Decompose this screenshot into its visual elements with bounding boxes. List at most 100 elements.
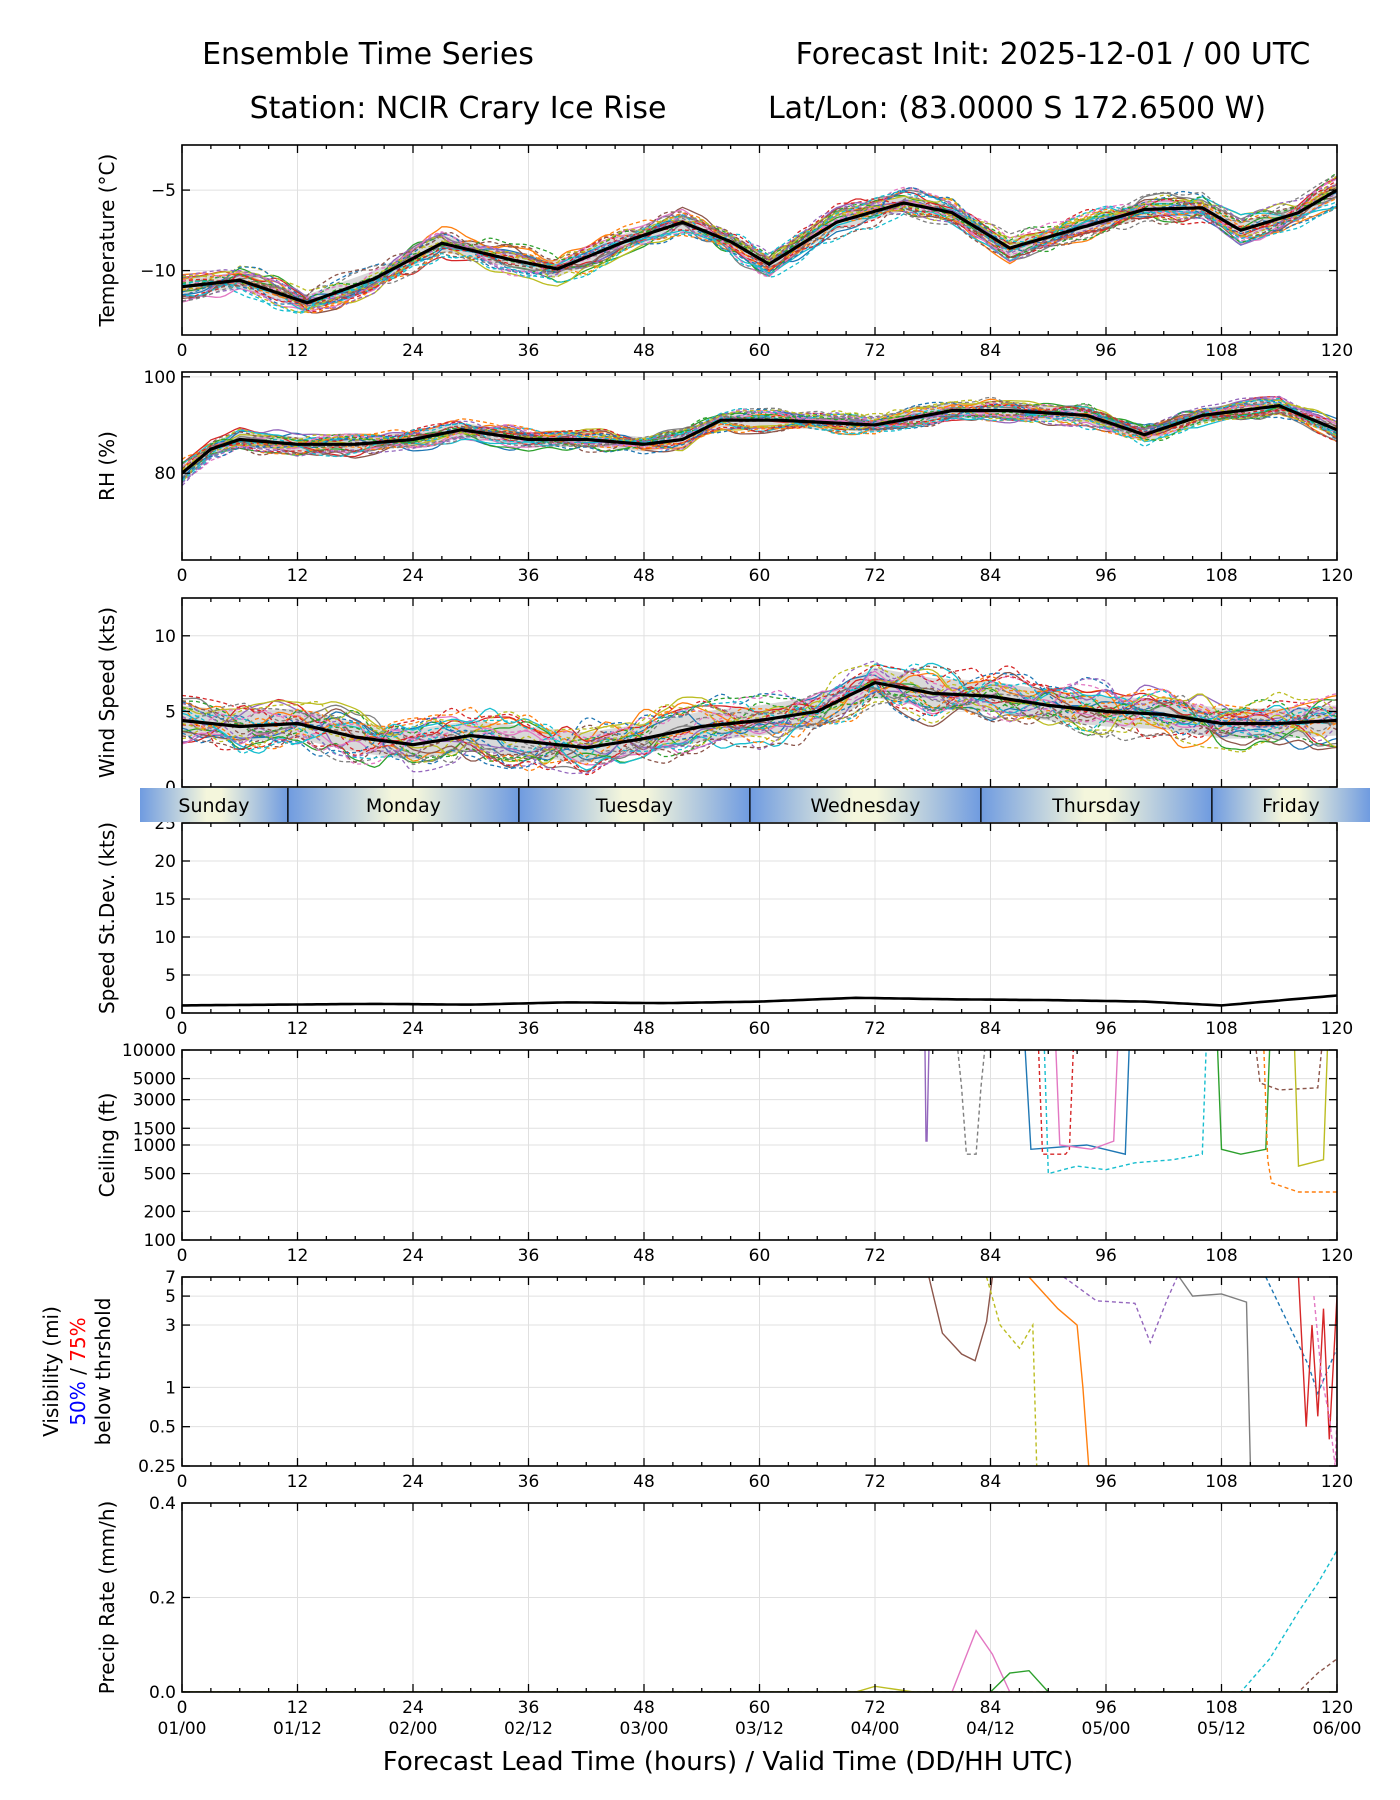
ensemble-mean-line (182, 681, 1337, 750)
y-tick-label: 15 (154, 890, 176, 910)
y-axis-label: RH (%) (95, 431, 119, 501)
day-label-monday: Monday (366, 795, 441, 817)
x-tick-label: 72 (864, 566, 886, 586)
x-tick-label: 72 (864, 1698, 886, 1718)
y-tick-label: 5 (165, 702, 176, 722)
panel-ceiling: 0 12 24 36 48 60 72 84 96 108 120 100 200 500 10001500… (95, 1041, 1353, 1266)
member-line (182, 672, 1337, 769)
x-tick-label: 36 (518, 1019, 540, 1039)
spread-band (182, 398, 1337, 481)
x-tick-label: 0 (177, 1019, 188, 1039)
y-tick-label: 5 (165, 1287, 176, 1307)
threshold-caption: below thrshold (91, 1298, 115, 1446)
x-tick-label: 108 (1205, 566, 1237, 586)
member-line (182, 670, 1337, 765)
x-tick-label: 48 (633, 1019, 655, 1039)
member-line (1043, 1050, 1207, 1175)
x-tick-label: 84 (980, 1246, 1002, 1266)
x-tick-label: 96 (1095, 1698, 1117, 1718)
x-tick-label: 108 (1205, 1019, 1237, 1039)
member-line (182, 403, 1337, 471)
y-tick-label: 200 (144, 1202, 176, 1222)
y-axis-label: Wind Speed (kts) (95, 607, 119, 778)
valid-time-label: 06/00 (1313, 1719, 1362, 1739)
day-label-tuesday: Tuesday (595, 795, 673, 817)
grid-visibility (181, 1276, 1338, 1467)
member-line (1028, 1277, 1090, 1466)
member-line (1055, 1050, 1119, 1151)
x-tick-label: 84 (980, 566, 1002, 586)
day-segment (980, 788, 1212, 822)
x-tick-label: 60 (749, 1472, 771, 1492)
grid-wind (181, 598, 1338, 788)
x-tick-label: 36 (518, 566, 540, 586)
x-tick-label: 0 (177, 566, 188, 586)
plot-area-speed_stdev (182, 994, 1337, 1007)
station-latlon: Lat/Lon: (83.0000 S 172.6500 W) (768, 91, 1266, 126)
x-tick-label: 108 (1205, 1698, 1237, 1718)
y-tick-label: 0.25 (138, 1457, 176, 1477)
y-ticks-rh: 80 100 (144, 368, 1337, 484)
y-tick-label: 100 (144, 1231, 176, 1251)
y-tick-label: 3000 (133, 1091, 176, 1111)
member-line (1178, 1277, 1252, 1466)
grid-ceiling (181, 1049, 1338, 1241)
ensemble-mean-line (182, 188, 1337, 305)
threshold-legend-part: / (66, 1362, 90, 1381)
x-tick-label: 84 (980, 1698, 1002, 1718)
member-line (182, 396, 1337, 466)
plot-area-temperature (182, 172, 1337, 314)
x-tick-label: 60 (749, 1246, 771, 1266)
member-line (182, 675, 1337, 758)
member-line (182, 667, 1337, 775)
x-tick-label: 48 (633, 566, 655, 586)
y-axis-label: Precip Rate (mm/h) (95, 1501, 119, 1695)
x-tick-label: 96 (1095, 566, 1117, 586)
x-tick-label: 48 (633, 341, 655, 361)
member-line (182, 183, 1337, 309)
y-tick-label: 10 (154, 928, 176, 948)
day-label-thursday: Thursday (1051, 795, 1140, 817)
valid-time-label: 04/12 (966, 1719, 1015, 1739)
y-tick-label: −5 (151, 181, 176, 201)
member-line (1293, 1050, 1329, 1167)
member-line (1263, 1050, 1337, 1193)
x-tick-label: 72 (864, 1472, 886, 1492)
member-line (182, 680, 1337, 764)
y-axis-label: Speed St.Dev. (kts) (95, 822, 119, 1014)
x-tick-label: 96 (1095, 1472, 1117, 1492)
day-segment (140, 788, 288, 822)
member-line (182, 1669, 1337, 1692)
threshold-legend: 50% / 75% (66, 1317, 90, 1425)
panel-precip: 0 12 24 36 48 60 72 84 96 108 120 01/00 01/12 02/00 02… (95, 1494, 1362, 1739)
day-segment (518, 788, 750, 822)
member-line (182, 187, 1337, 304)
ensemble-mean-line (182, 404, 1337, 475)
member-line (182, 1549, 1337, 1692)
x-ticks-precip: 0 12 24 36 48 60 72 84 96 108 120 01/00 01/12 02/00 02… (158, 1503, 1362, 1739)
x-ticks-speed_stdev: 0 12 24 36 48 60 72 84 96 108 120 (177, 823, 1353, 1039)
grid-rh (181, 372, 1338, 560)
x-tick-label: 60 (749, 1698, 771, 1718)
member-line (928, 1277, 994, 1362)
member-line (182, 180, 1337, 313)
member-line (182, 660, 1337, 773)
x-tick-label: 96 (1095, 341, 1117, 361)
member-line (1024, 1050, 1130, 1156)
y-ticks-precip: 0.0 0.2 0.4 (149, 1494, 1337, 1703)
y-tick-label: 7 (165, 1268, 176, 1288)
member-line (919, 1050, 930, 1142)
member-line (1063, 1277, 1178, 1345)
x-tick-label: 0 (177, 1698, 188, 1718)
y-tick-label: 80 (154, 464, 176, 484)
threshold-legend-part: 50% (66, 1381, 90, 1425)
x-tick-label: 36 (518, 341, 540, 361)
member-line (182, 665, 1337, 764)
x-tick-label: 72 (864, 1246, 886, 1266)
threshold-legend-part: 75% (66, 1317, 90, 1361)
x-ticks-rh: 0 12 24 36 48 60 72 84 96 108 120 (177, 372, 1353, 586)
member-line (985, 1277, 1038, 1466)
member-line (182, 191, 1337, 313)
